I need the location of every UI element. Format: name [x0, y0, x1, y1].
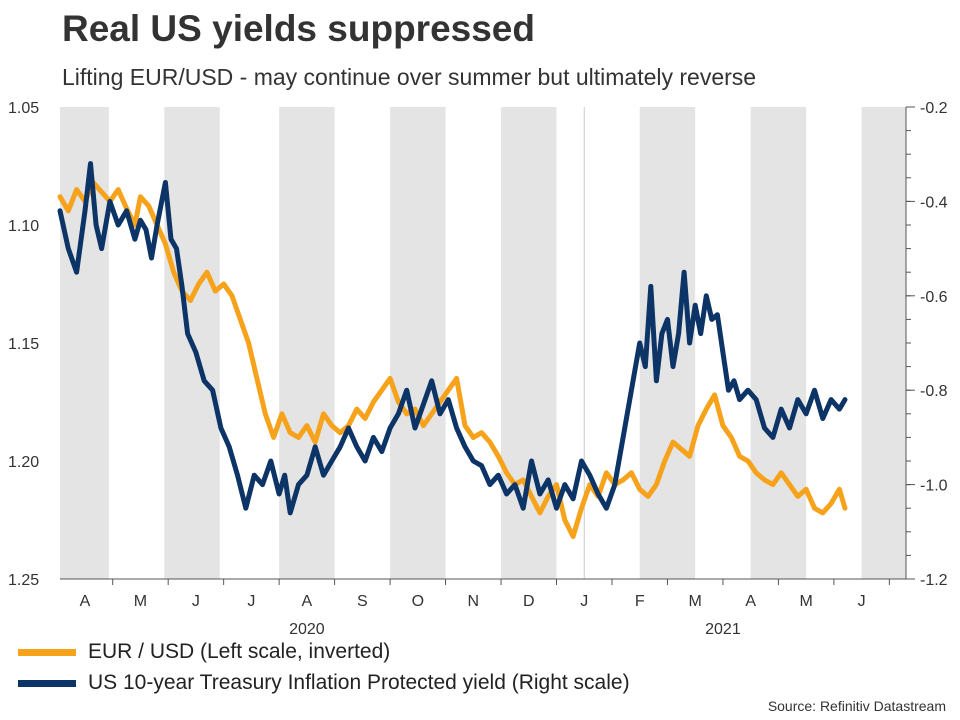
- shaded-band-6: [750, 107, 807, 579]
- legend-label-eurusd: EUR / USD (Left scale, inverted): [88, 640, 391, 663]
- month-label-13: M: [799, 593, 812, 610]
- shaded-band-0: [60, 107, 109, 579]
- month-label-3: J: [247, 593, 255, 610]
- month-label-2: J: [192, 593, 200, 610]
- legend-swatch-eurusd: [18, 648, 76, 656]
- month-label-0: A: [80, 593, 91, 610]
- right-tick-label-1: -0.4: [920, 194, 948, 211]
- shaded-band-7: [861, 107, 906, 579]
- chart-area: 1.05 1.10 1.15 1.20 1.25 -0.2 -0.4 -0.6 -0.8 -1.0…: [8, 100, 948, 638]
- month-label-10: F: [635, 593, 645, 610]
- left-tick-label-3: 1.20: [8, 454, 39, 471]
- month-label-12: A: [745, 593, 756, 610]
- left-tick-label-4: 1.25: [8, 572, 39, 589]
- month-label-4: A: [302, 593, 313, 610]
- month-label-11: M: [689, 593, 702, 610]
- month-label-6: O: [412, 593, 424, 610]
- month-label-5: S: [357, 593, 368, 610]
- chart-title: Real US yields suppressed: [62, 8, 535, 49]
- left-tick-label-1: 1.10: [8, 218, 39, 235]
- legend-label-tips: US 10-year Treasury Inflation Protected …: [88, 671, 630, 694]
- left-tick-label-2: 1.15: [8, 336, 39, 353]
- month-label-9: J: [580, 593, 588, 610]
- right-tick-label-0: -0.2: [920, 100, 948, 117]
- right-tick-label-3: -0.8: [920, 383, 948, 400]
- shaded-band-4: [501, 107, 557, 579]
- year-label-1: 2021: [705, 621, 741, 638]
- legend-item-tips: US 10-year Treasury Inflation Protected …: [18, 671, 630, 695]
- legend-item-eurusd: EUR / USD (Left scale, inverted): [18, 640, 390, 664]
- source-note: Source: Refinitiv Datastream: [767, 698, 946, 714]
- right-tick-label-4: -1.0: [920, 478, 948, 495]
- right-tick-label-5: -1.2: [920, 572, 948, 589]
- month-label-14: J: [858, 593, 866, 610]
- chart-subtitle: Lifting EUR/USD - may continue over summ…: [62, 64, 757, 90]
- series-line-tips: [57, 161, 848, 516]
- left-tick-label-0: 1.05: [8, 100, 39, 117]
- year-label-0: 2020: [289, 621, 325, 638]
- legend-swatch-tips: [18, 679, 76, 687]
- series-line-eurusd: [57, 180, 848, 539]
- month-label-8: D: [523, 593, 535, 610]
- month-label-7: N: [468, 593, 480, 610]
- right-tick-label-2: -0.6: [920, 289, 948, 306]
- month-label-1: M: [134, 593, 147, 610]
- shaded-band-3: [390, 107, 446, 579]
